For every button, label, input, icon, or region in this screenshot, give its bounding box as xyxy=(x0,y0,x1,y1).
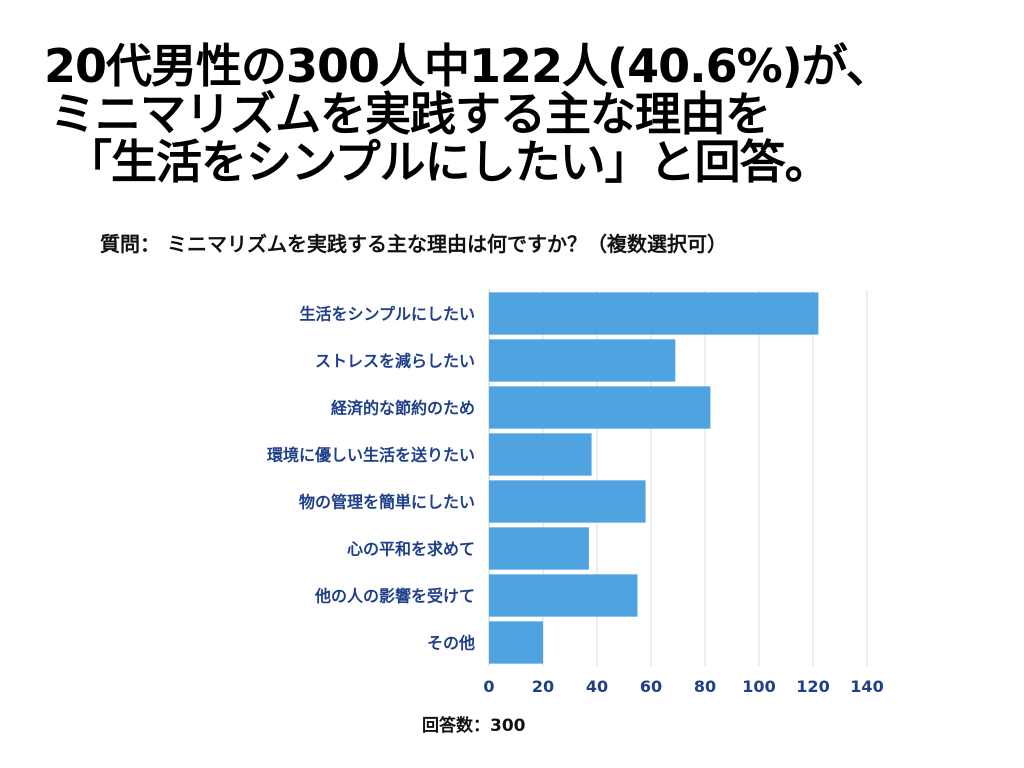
headline-line-2: ミニマリズムを実践する主な理由を xyxy=(50,87,771,141)
x-tick-label: 80 xyxy=(694,677,716,696)
x-tick-label: 60 xyxy=(640,677,662,696)
x-tick-label: 120 xyxy=(796,677,829,696)
x-tick-label: 100 xyxy=(742,677,775,696)
category-label: ストレスを減らしたい xyxy=(315,352,475,371)
tick-label-layer: 0 20 40 60 80 100 120 140 xyxy=(483,677,883,696)
category-label-layer: 生活をシンプルにしたいストレスを減らしたい経済的な節約のため環境に優しい生活を送… xyxy=(267,305,475,653)
headline-line-3: 「生活をシンプルにしたい」と回答。 xyxy=(66,135,831,189)
bar xyxy=(489,386,711,429)
x-tick-label: 140 xyxy=(850,677,883,696)
category-label: 環境に優しい生活を送りたい xyxy=(267,446,475,465)
x-tick-label: 20 xyxy=(532,677,554,696)
bar xyxy=(489,574,638,617)
bar xyxy=(489,339,676,382)
headline-line-1: 20代男性の300人中122人(40.6%)が、 xyxy=(44,39,892,93)
category-label: 物の管理を簡単にしたい xyxy=(299,493,475,512)
x-tick-label: 0 xyxy=(483,677,494,696)
category-label: 経済的な節約のため xyxy=(331,399,475,418)
survey-question: 質問： ミニマリズムを実践する主な理由は何ですか？（複数選択可） xyxy=(100,232,727,256)
category-label: 生活をシンプルにしたい xyxy=(299,305,475,324)
bar-layer xyxy=(489,292,819,664)
x-tick-label: 40 xyxy=(586,677,608,696)
response-count: 回答数：300 xyxy=(422,716,526,736)
category-label: 他の人の影響を受けて xyxy=(314,587,475,606)
category-label: 心の平和を求めて xyxy=(347,540,475,559)
headline: 20代男性の300人中122人(40.6%)が、 ミニマリズムを実践する主な理由… xyxy=(0,0,1024,200)
bar xyxy=(489,480,646,523)
bar xyxy=(489,621,543,664)
bar xyxy=(489,527,589,570)
category-label: その他 xyxy=(427,634,475,653)
bar xyxy=(489,433,592,476)
bar xyxy=(489,292,819,335)
